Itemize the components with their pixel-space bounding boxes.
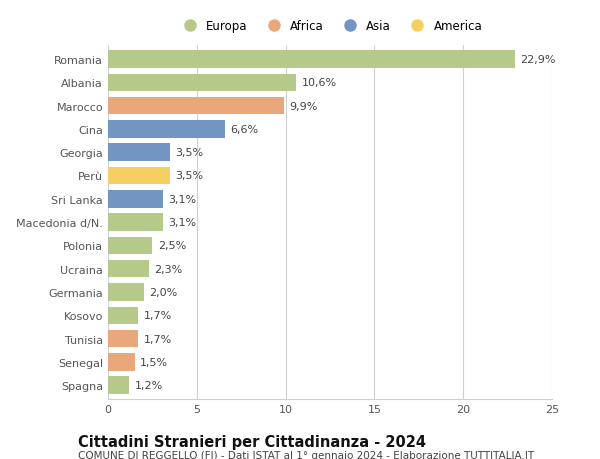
Text: COMUNE DI REGGELLO (FI) - Dati ISTAT al 1° gennaio 2024 - Elaborazione TUTTITALI: COMUNE DI REGGELLO (FI) - Dati ISTAT al … xyxy=(78,450,534,459)
Text: 2,5%: 2,5% xyxy=(158,241,186,251)
Text: 10,6%: 10,6% xyxy=(302,78,337,88)
Text: 1,2%: 1,2% xyxy=(134,381,163,390)
Text: 22,9%: 22,9% xyxy=(520,55,556,65)
Text: 3,1%: 3,1% xyxy=(169,194,197,204)
Text: Cittadini Stranieri per Cittadinanza - 2024: Cittadini Stranieri per Cittadinanza - 2… xyxy=(78,434,426,449)
Text: 9,9%: 9,9% xyxy=(289,101,317,112)
Bar xyxy=(108,98,284,115)
Bar xyxy=(108,121,225,138)
Bar xyxy=(108,284,143,301)
Text: 6,6%: 6,6% xyxy=(230,124,259,134)
Text: 2,0%: 2,0% xyxy=(149,287,177,297)
Bar xyxy=(108,353,134,371)
Text: 2,3%: 2,3% xyxy=(154,264,182,274)
Bar xyxy=(108,190,163,208)
Bar xyxy=(108,377,130,394)
Bar xyxy=(108,168,170,185)
Text: 3,5%: 3,5% xyxy=(175,148,203,158)
Bar xyxy=(108,74,296,92)
Text: 3,5%: 3,5% xyxy=(175,171,203,181)
Legend: Europa, Africa, Asia, America: Europa, Africa, Asia, America xyxy=(174,17,486,36)
Text: 1,7%: 1,7% xyxy=(143,311,172,321)
Text: 1,5%: 1,5% xyxy=(140,357,168,367)
Text: 1,7%: 1,7% xyxy=(143,334,172,344)
Bar xyxy=(108,214,163,231)
Bar xyxy=(108,51,515,68)
Text: 3,1%: 3,1% xyxy=(169,218,197,228)
Bar xyxy=(108,260,149,278)
Bar xyxy=(108,144,170,162)
Bar xyxy=(108,307,138,325)
Bar xyxy=(108,330,138,347)
Bar xyxy=(108,237,152,255)
